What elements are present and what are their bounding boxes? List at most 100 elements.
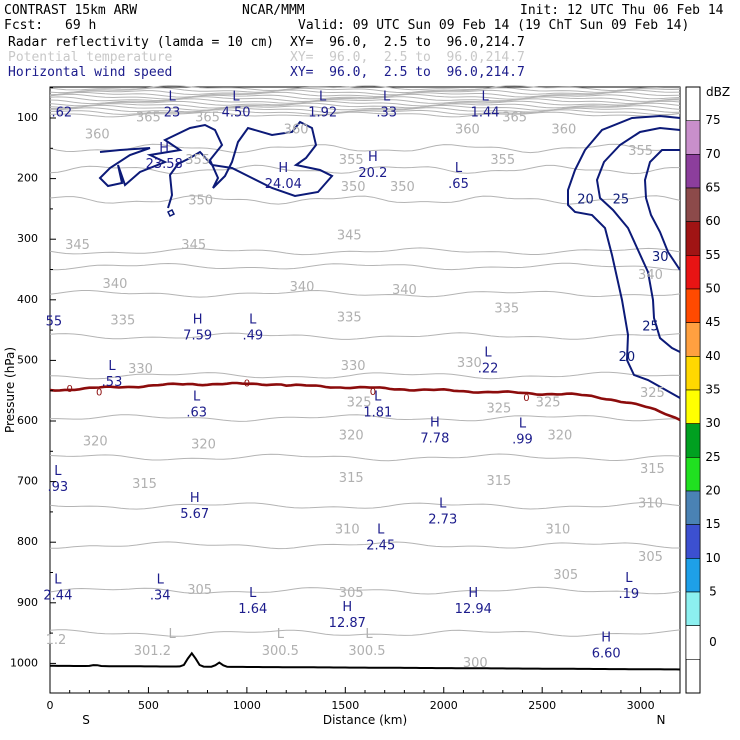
theta-label: 315 [132,477,157,492]
wind-extremum-value: 23.58 [146,157,183,172]
theta-contour [49,586,681,595]
x-axis-label: Distance (km) [323,713,407,727]
theta-contour [49,453,681,462]
wind-extremum-value: .53 [102,375,123,390]
wind-extremum-value: 24.04 [265,177,302,192]
theta-label: 1.2 [46,633,67,648]
wind-contour-label: 20 [577,192,594,207]
theta-label: 330 [341,359,366,374]
chart-labels: 365 365 365 360 360 360 360 355 355 355 355 350 350 3… [43,89,668,671]
freezing-level-label: 0 [67,384,73,395]
theta-label: 355 [339,153,364,168]
theta-label: 310 [335,523,360,538]
wind-extremum-value: 1.81 [363,405,392,420]
theta-label: 305 [553,568,578,583]
wind-extremum-mark: L [439,497,447,512]
wind-extremum-value: .93 [48,480,69,495]
theta-label: 340 [638,268,663,283]
theta-label: 335 [494,301,519,316]
theta-label: 355 [490,153,515,168]
theta-contour [49,247,681,256]
wind-extremum-value: 1.64 [238,602,267,617]
theta-contour [49,102,681,109]
wind-extremum-value: 12.87 [329,616,366,631]
wind-extremum-value: 1.44 [471,105,500,120]
x-tick-label: 2500 [528,699,556,712]
wind-extremum-value: 23 [164,105,181,120]
wind-contour-label: 25 [642,320,659,335]
x-tick-label: 1000 [233,699,261,712]
north-label: N [657,713,666,727]
theta-contour [49,629,681,637]
dbz-swatch [685,558,701,593]
wind-extremum-value: 5.67 [180,507,209,522]
org-label: NCAR/MMM [242,3,305,18]
legend-reflectivity-xy: XY= 96.0, 2.5 to 96.0,214.7 [290,35,525,50]
theta-contour [49,143,681,154]
wind-extremum-mark: H [430,415,440,430]
theta-label: 325 [486,401,511,416]
wind-extremum-value: 2.73 [428,513,457,528]
dbz-swatch [685,255,701,290]
theta-label: 340 [103,277,128,292]
wind-extremum-value: .49 [242,328,263,343]
theta-label: 320 [83,435,108,450]
theta-label: 320 [339,429,364,444]
theta-label: 305 [339,586,364,601]
forecast-label: Fcst: [4,18,44,33]
wind-extremum-mark: H [159,141,169,156]
dbz-scale-label: 70 [705,147,720,161]
y-tick-label: 600 [17,414,38,427]
wind-extremum-mark: L [484,346,492,361]
wind-extremum-value: .99 [512,433,533,448]
wind-extremum-value: 4.50 [222,105,251,120]
dbz-swatch [685,591,701,626]
wind-extremum-value: .22 [478,362,499,377]
y-tick-label: 100 [17,111,38,124]
theta-label: 325 [640,386,665,401]
x-tick-label: 500 [138,699,159,712]
dbz-scale-label: 65 [705,181,720,195]
y-tick-label: 800 [17,535,38,548]
x-tick-label: 3000 [627,699,655,712]
wind-extremum-mark: L [625,571,633,586]
dbz-scale-label: 0 [709,635,717,649]
dbz-swatch [685,625,701,660]
wind-extremum-mark: L [481,89,489,104]
theta-label: 335 [110,314,135,329]
dbz-swatch [685,524,701,559]
dbz-scale-title: dBZ [706,85,730,99]
wind-edge-value: .62 [51,106,72,121]
wind-edge-value: 55 [46,315,63,330]
wind-extremum-value: 2.45 [366,539,395,554]
theta-label: 330 [457,356,482,371]
theta-label: 360 [551,123,576,138]
theta-contour [49,501,681,510]
theta-contour [49,89,681,96]
theta-label: 365 [502,111,527,126]
theta-label: 355 [185,153,210,168]
wind-extremum-mark: H [190,491,200,506]
wind-extremum-mark: L [455,161,463,176]
dbz-swatch [685,221,701,256]
theta-label: 325 [347,395,372,410]
wind-extremum-mark: L [232,89,240,104]
valid-time: Valid: 09 UTC Sun 09 Feb 14 (19 ChT Sun … [298,18,690,33]
wind-extremum-mark: L [108,359,116,374]
theta-contour [49,98,680,105]
wind-extremum-mark: L [193,389,201,404]
wind-extremum-value: 7.59 [183,328,212,343]
theta-label: 355 [628,144,653,159]
wind-extremum-mark: L [249,586,257,601]
wind-extremum-mark: H [193,312,203,327]
theta-label: 300 [463,656,488,671]
wind-extremum-value: 2.44 [43,588,72,603]
theta-contour [49,96,681,103]
wind-extremum-mark: L [54,464,62,479]
theta-label: 305 [187,583,212,598]
wind-contour-label: 30 [652,250,669,265]
theta-contour [49,85,681,92]
wind-extremum-mark: L [377,523,385,538]
wind-extremum-mark: L [157,572,165,587]
